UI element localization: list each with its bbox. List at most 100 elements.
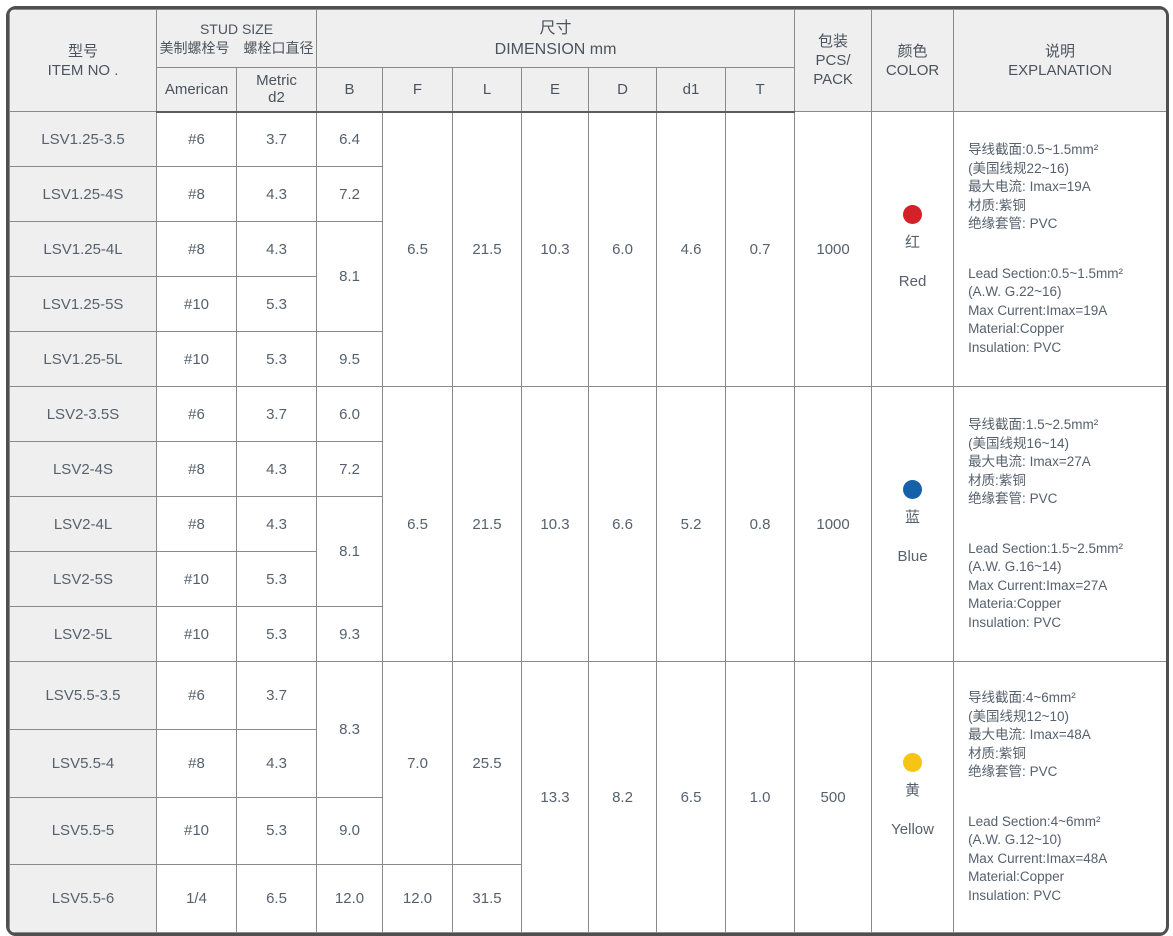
dim-b: 12.0 (316, 864, 383, 933)
stud-metric: 3.7 (236, 386, 317, 442)
header-col-d1: d1 (656, 67, 726, 113)
dim-b: 8.3 (316, 661, 383, 798)
table-row: LSV1.25-3.5 #6 3.7 6.4 6.5 21.5 10.3 6.0… (9, 111, 1166, 387)
stud-metric: 4.3 (236, 728, 317, 798)
table-row: LSV1.25-5S #10 5.3 (9, 276, 1167, 332)
dim-b: 9.5 (316, 331, 383, 387)
color-dot-yellow (903, 753, 923, 772)
dim-d: 6.6 (588, 386, 657, 662)
stud-american: #6 (156, 111, 237, 167)
header-col-f: F (382, 67, 453, 113)
dim-t: 0.7 (724, 111, 796, 387)
dim-d1: 5.2 (656, 386, 726, 662)
stud-american: #10 (156, 276, 237, 332)
header-american: American (156, 67, 237, 113)
table-row: LSV2-5L #10 5.3 9.3 (9, 606, 1167, 662)
header-col-t: T (724, 67, 796, 113)
stud-metric: 5.3 (236, 551, 317, 607)
item-no: LSV2-5L (9, 606, 157, 662)
item-no: LSV2-3.5S (9, 386, 157, 442)
table-header: 型号 ITEM NO . STUD SIZE 美制螺栓号 螺栓口直径 尺寸 DI… (9, 9, 1167, 113)
stud-metric: 3.7 (236, 661, 317, 730)
explanation-cell: 导线截面:1.5~2.5mm² (美国线规16~14) 最大电流: Imax=2… (953, 386, 1166, 662)
table-row: LSV2-5S #10 5.3 (9, 551, 1167, 607)
item-no: LSV2-4S (9, 441, 157, 497)
color-name-cn: 黄 (905, 782, 921, 799)
item-no: LSV5.5-4 (9, 728, 157, 798)
dim-l: 31.5 (452, 864, 522, 933)
stud-american: #8 (156, 221, 237, 277)
stud-metric: 4.3 (236, 441, 317, 497)
stud-metric: 5.3 (236, 796, 317, 866)
explanation-cell: 导线截面:0.5~1.5mm² (美国线规22~16) 最大电流: Imax=1… (953, 111, 1166, 387)
stud-american: #8 (156, 496, 237, 552)
dim-f: 6.5 (382, 111, 453, 387)
table-row: LSV2-4S #8 4.3 7.2 (9, 441, 1167, 497)
explanation-en: Lead Section:0.5~1.5mm² (A.W. G.22~16) M… (968, 265, 1124, 355)
pcs-pack: 1000 (794, 111, 873, 387)
item-no: LSV2-5S (9, 551, 157, 607)
item-no: LSV1.25-3.5 (9, 111, 157, 167)
item-no: LSV1.25-4S (9, 166, 157, 222)
table-row: LSV1.25-4L #8 4.3 8.1 (9, 221, 1167, 332)
dim-t: 0.8 (724, 386, 796, 662)
stud-american: #6 (156, 386, 237, 442)
dim-l: 25.5 (452, 660, 522, 866)
color-dot-red (903, 205, 923, 224)
item-no: LSV5.5-3.5 (9, 661, 157, 730)
stud-american: #8 (156, 728, 237, 798)
dim-e: 13.3 (521, 661, 589, 933)
item-no: LSV1.25-5S (9, 276, 157, 332)
stud-metric: 3.7 (236, 111, 317, 167)
explanation-cn: 导线截面:1.5~2.5mm² (美国线规16~14) 最大电流: Imax=2… (968, 417, 1099, 506)
header-explanation: 说明 EXPLANATION (953, 9, 1166, 112)
dim-b: 6.0 (316, 386, 383, 442)
header-row-2: American Metric d2 B F L E D d1 T (10, 67, 1167, 113)
color-name-en: Yellow (891, 821, 934, 838)
table-row: LSV5.5-4 #8 4.3 (9, 728, 1167, 798)
header-stud-size: STUD SIZE 美制螺栓号 螺栓口直径 (156, 9, 317, 68)
explanation-cn: 导线截面:0.5~1.5mm² (美国线规22~16) 最大电流: Imax=1… (968, 142, 1099, 231)
stud-american: 1/4 (156, 864, 237, 933)
dim-d1: 4.6 (656, 111, 726, 387)
stud-metric: 5.3 (236, 331, 317, 387)
table-row: LSV5.5-5 #10 5.3 9.0 (9, 796, 1167, 866)
spec-table: 型号 ITEM NO . STUD SIZE 美制螺栓号 螺栓口直径 尺寸 DI… (9, 9, 1167, 933)
color-cell: 红 Red (871, 111, 955, 387)
stud-metric: 6.5 (236, 864, 317, 933)
header-col-d: D (588, 67, 657, 113)
header-pcs-pack: 包装 PCS/ PACK (794, 9, 873, 112)
stud-american: #8 (156, 441, 237, 497)
dim-l: 21.5 (452, 111, 522, 387)
stud-american: #10 (156, 796, 237, 866)
dim-b: 7.2 (316, 166, 383, 222)
explanation-en: Lead Section:1.5~2.5mm² (A.W. G.16~14) M… (968, 540, 1124, 630)
item-no: LSV1.25-4L (9, 221, 157, 277)
stud-american: #10 (156, 551, 237, 607)
dim-e: 10.3 (521, 111, 589, 387)
table-row: LSV2-3.5S #6 3.7 6.0 6.5 21.5 10.3 6.6 5… (9, 386, 1166, 662)
color-cell: 蓝 Blue (871, 386, 955, 662)
dim-b: 9.0 (316, 796, 383, 866)
pcs-pack: 500 (794, 661, 873, 933)
stud-american: #10 (156, 331, 237, 387)
header-item-no: 型号 ITEM NO . (9, 9, 157, 112)
color-name-en: Red (898, 273, 927, 290)
table-row: LSV2-4L #8 4.3 8.1 (9, 496, 1167, 607)
explanation-cell: 导线截面:4~6mm² (美国线规12~10) 最大电流: Imax=48A 材… (953, 661, 1166, 933)
header-color: 颜色 COLOR (871, 9, 955, 112)
item-no: LSV5.5-6 (9, 864, 157, 933)
dim-b: 9.3 (316, 606, 383, 662)
dim-l: 21.5 (452, 386, 522, 662)
stud-metric: 5.3 (236, 606, 317, 662)
color-name-cn: 蓝 (905, 509, 921, 526)
dim-e: 10.3 (521, 386, 589, 662)
dim-d: 6.0 (588, 111, 657, 387)
table-row: LSV1.25-5L #10 5.3 9.5 (9, 331, 1167, 387)
dim-b: 8.1 (316, 221, 383, 332)
dim-t: 1.0 (724, 661, 796, 933)
color-cell: 黄 Yellow (871, 661, 955, 933)
color-name-cn: 红 (905, 234, 921, 251)
dim-f: 12.0 (382, 864, 453, 933)
explanation-cn: 导线截面:4~6mm² (美国线规12~10) 最大电流: Imax=48A 材… (968, 690, 1091, 779)
